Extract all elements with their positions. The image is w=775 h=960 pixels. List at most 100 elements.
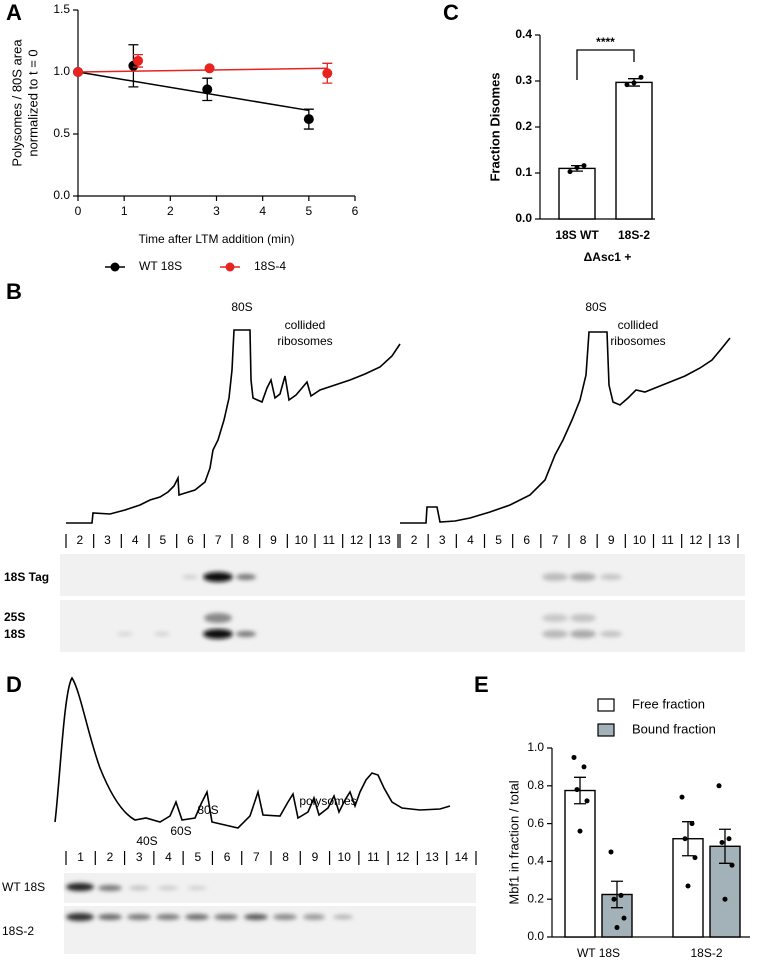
x-tick-label: 5 (305, 204, 312, 218)
error-bar (719, 828, 731, 864)
legend-marker (225, 262, 235, 272)
y-tick-label: 0.0 (515, 211, 532, 225)
fraction-number: 10 (633, 533, 647, 547)
fraction-number: 12 (396, 850, 410, 864)
y-tick-label: 0.1 (515, 165, 532, 179)
fraction-number: 9 (270, 533, 277, 547)
region-label: collided (285, 318, 326, 332)
replicate-point (571, 754, 577, 760)
legend-label: 18S-4 (254, 259, 286, 273)
x-tick-label: 18S-2 (690, 946, 722, 960)
y-tick-label: 0.3 (515, 73, 532, 87)
fraction-number: 7 (215, 533, 222, 547)
error-bar (611, 880, 623, 909)
replicate-point (567, 169, 573, 175)
replicate-point (638, 74, 644, 80)
fraction-number: 11 (323, 533, 336, 547)
polysome-trace (66, 329, 401, 524)
gel (64, 873, 476, 903)
panel-letter: A (6, 0, 22, 25)
fraction-number: 3 (136, 850, 143, 864)
legend-marker (110, 262, 120, 272)
fraction-number: 10 (338, 850, 352, 864)
y-tick-label: 0.5 (53, 126, 70, 140)
gel-bands (66, 883, 353, 921)
replicate-point (716, 783, 722, 789)
bar (615, 81, 653, 220)
replicate-point (689, 821, 695, 827)
fraction-number: 12 (689, 533, 703, 547)
legend-label: Bound fraction (632, 721, 716, 736)
fraction-number: 9 (608, 533, 615, 547)
y-tick-label: 0.8 (527, 778, 544, 792)
peak-label: 80S (197, 803, 218, 817)
y-tick-label: 0.2 (515, 119, 532, 133)
fraction-number: 3 (439, 533, 446, 547)
replicate-point (679, 794, 685, 800)
replicate-point (621, 915, 627, 921)
replicate-point (692, 855, 698, 861)
fraction-number: 5 (159, 533, 166, 547)
bar (558, 167, 596, 220)
error-bar (574, 776, 586, 805)
data-point (202, 84, 213, 95)
fraction-number: 13 (717, 533, 731, 547)
data-point (73, 67, 83, 77)
fraction-number: 5 (194, 850, 201, 864)
y-tick-label: 0.4 (515, 27, 532, 41)
polysome-trace (54, 676, 451, 829)
legend-swatch (597, 698, 615, 712)
fit-line (77, 71, 309, 112)
fit-line (77, 67, 328, 73)
x-tick-label: 0 (75, 204, 82, 218)
region-label: ribosomes (277, 334, 332, 348)
polysome-trace (400, 331, 731, 524)
gel (64, 906, 476, 954)
fraction-number: 4 (467, 533, 474, 547)
fraction-number: 9 (312, 850, 319, 864)
y-axis-label: Mbf1 in fraction / total (506, 780, 521, 904)
replicate-point (584, 798, 590, 804)
replicate-point (624, 82, 630, 88)
fraction-number: 8 (242, 533, 249, 547)
data-point (322, 68, 333, 79)
y-tick-label: 0.4 (527, 854, 544, 868)
x-axis-label: ΔAsc1 + (584, 250, 632, 264)
data-point (303, 114, 314, 125)
x-tick-label: 18S-2 (618, 228, 650, 242)
fraction-number: 2 (107, 850, 114, 864)
fraction-number: 5 (495, 533, 502, 547)
fraction-number: 11 (661, 533, 674, 547)
y-tick-label: 1.0 (527, 740, 544, 754)
data-point (204, 63, 215, 74)
replicate-point (729, 862, 735, 868)
replicate-point (581, 764, 587, 770)
y-tick-label: 0.2 (527, 891, 544, 905)
panel-letter: C (443, 0, 459, 25)
x-tick-label: 3 (213, 204, 220, 218)
legend-label: Free fraction (632, 696, 705, 711)
gel (60, 554, 745, 596)
fraction-number: 8 (580, 533, 587, 547)
y-axis-label: Fraction Disomes (487, 72, 502, 181)
fraction-number: 4 (165, 850, 172, 864)
replicate-point (726, 836, 732, 842)
x-tick-label: WT 18S (577, 946, 620, 960)
peak-label: 80S (585, 300, 606, 314)
replicate-point (581, 163, 587, 169)
x-tick-label: 4 (259, 204, 266, 218)
panel-letter: B (6, 279, 22, 304)
replicate-point (722, 896, 728, 902)
replicate-point (611, 896, 617, 902)
replicate-point (631, 80, 637, 86)
fraction-number: 12 (350, 533, 364, 547)
peak-label: 40S (136, 834, 157, 848)
region-label: collided (618, 318, 659, 332)
gel-label: 18S (4, 627, 25, 641)
region-label: ribosomes (610, 334, 665, 348)
y-tick-label: 1.5 (53, 2, 70, 16)
peak-label: polysomes (299, 794, 356, 808)
x-axis-label: Time after LTM addition (min) (138, 232, 294, 246)
fraction-number: 3 (104, 533, 111, 547)
fraction-number: 7 (552, 533, 559, 547)
